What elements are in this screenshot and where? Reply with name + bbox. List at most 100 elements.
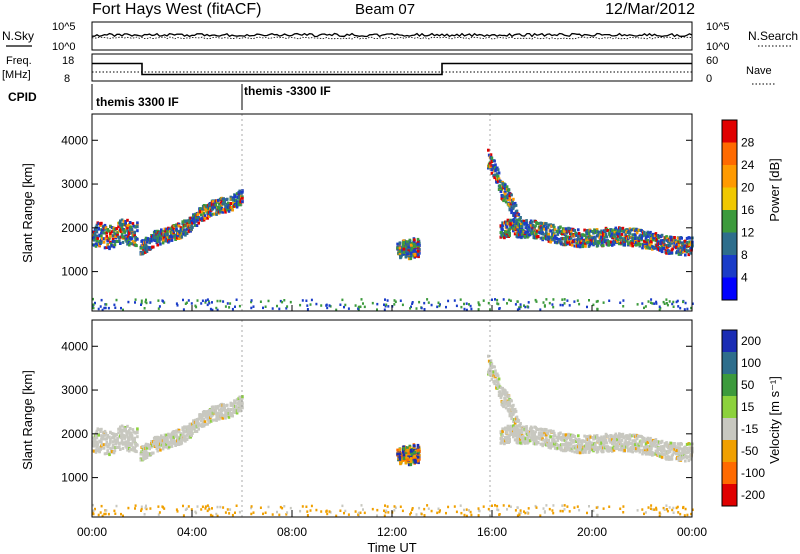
velocity-ground-cell <box>401 509 404 513</box>
power-ground-cell <box>411 302 414 305</box>
power-ground-cell <box>399 299 402 302</box>
power-ground-cell <box>387 305 390 308</box>
velocity-cell <box>600 435 603 439</box>
velocity-ground-cell <box>371 507 374 511</box>
freq-unit-label: [MHz] <box>2 69 31 81</box>
power-ground-cell <box>262 306 264 310</box>
power-cell <box>584 242 587 246</box>
power-cell <box>205 205 209 209</box>
velocity-cell <box>501 429 504 433</box>
power-cell <box>223 201 226 204</box>
power-cell <box>505 225 509 229</box>
colorbar-swatch <box>722 277 737 301</box>
power-cell <box>510 209 513 213</box>
power-cell <box>499 180 503 184</box>
velocity-ground-cell <box>465 514 468 518</box>
power-ground-cell <box>306 304 309 307</box>
velocity-cell <box>396 452 399 456</box>
power-ground-cell <box>182 298 184 302</box>
velocity-cell <box>119 436 123 440</box>
power-cell <box>610 243 614 247</box>
power-cell <box>653 234 657 238</box>
power-cell <box>610 229 614 233</box>
velocity-cell <box>227 415 231 419</box>
power-cell <box>628 231 632 235</box>
velocity-cell <box>489 359 493 363</box>
power-cell <box>234 195 237 199</box>
velocity-cell <box>618 438 621 442</box>
velocity-ground-cell <box>502 504 505 507</box>
velocity-cell <box>687 459 691 463</box>
velocity-ground-cell <box>663 508 666 511</box>
power-ground-cell <box>224 305 227 308</box>
velocity-ground-cell <box>184 508 187 511</box>
power-cell <box>141 239 144 243</box>
power-ground-cell <box>99 305 102 308</box>
power-cell <box>542 232 545 236</box>
velocity-ground-cell <box>315 508 318 512</box>
velocity-cell <box>610 449 614 453</box>
power-cell <box>549 229 552 233</box>
velocity-cell <box>629 446 633 449</box>
velocity-cell <box>501 434 504 438</box>
velocity-cell <box>557 443 560 447</box>
velocity-cell <box>549 446 552 450</box>
velocity-cell <box>641 440 644 444</box>
power-ground-cell <box>211 301 213 304</box>
velocity-ground-cell <box>238 510 241 514</box>
power-cell <box>583 234 586 238</box>
power-cell <box>190 227 193 231</box>
velocity-cell <box>677 458 681 462</box>
power-cell <box>682 242 685 246</box>
velocity-cell <box>660 439 664 443</box>
power-cell <box>640 236 643 240</box>
velocity-cell <box>529 436 533 440</box>
velocity-ground-cell <box>459 504 462 507</box>
velocity-cell <box>170 435 174 439</box>
velocity-cell <box>234 404 238 408</box>
power-ground-cell <box>101 308 104 312</box>
power-cell <box>401 244 405 248</box>
power-cell <box>506 222 510 226</box>
power-cell <box>193 216 196 220</box>
velocity-cell <box>226 403 229 407</box>
power-ground-cell <box>595 300 598 303</box>
power-ground-cell <box>335 308 338 312</box>
velocity-cell <box>533 433 536 437</box>
velocity-ground-cell <box>383 514 386 517</box>
power-cell <box>513 201 517 205</box>
power-cell <box>215 212 218 216</box>
velocity-cell <box>126 432 129 436</box>
power-ground-cell <box>231 307 234 311</box>
power-cell <box>499 224 503 228</box>
velocity-cell <box>685 442 689 446</box>
power-cell <box>585 238 588 242</box>
velocity-cell <box>166 435 169 439</box>
velocity-cell <box>211 406 215 410</box>
power-ground-cell <box>326 306 329 310</box>
velocity-cell <box>417 461 420 465</box>
power-cell <box>570 232 574 236</box>
velocity-cell <box>176 438 180 441</box>
power-cell <box>650 237 653 241</box>
velocity-cell <box>510 399 513 403</box>
power-cell <box>588 234 592 238</box>
power-cell <box>111 240 115 243</box>
power-cell <box>219 208 223 212</box>
velocity-ground-cell <box>208 508 211 511</box>
power-cell <box>586 240 590 244</box>
velocity-cell <box>517 435 520 439</box>
power-cell <box>502 234 505 238</box>
nsearch-trace <box>91 36 693 40</box>
velocity-cell <box>682 456 685 459</box>
velocity-cell <box>214 411 217 415</box>
velocity-cell <box>490 362 494 366</box>
velocity-cell <box>501 427 504 431</box>
power-cell <box>493 159 496 163</box>
velocity-ground-cell <box>683 514 686 517</box>
power-ground-cell <box>289 300 292 304</box>
velocity-cell <box>185 426 189 430</box>
power-cell <box>109 224 112 228</box>
power-cell <box>168 239 171 243</box>
velocity-cell <box>136 431 139 435</box>
